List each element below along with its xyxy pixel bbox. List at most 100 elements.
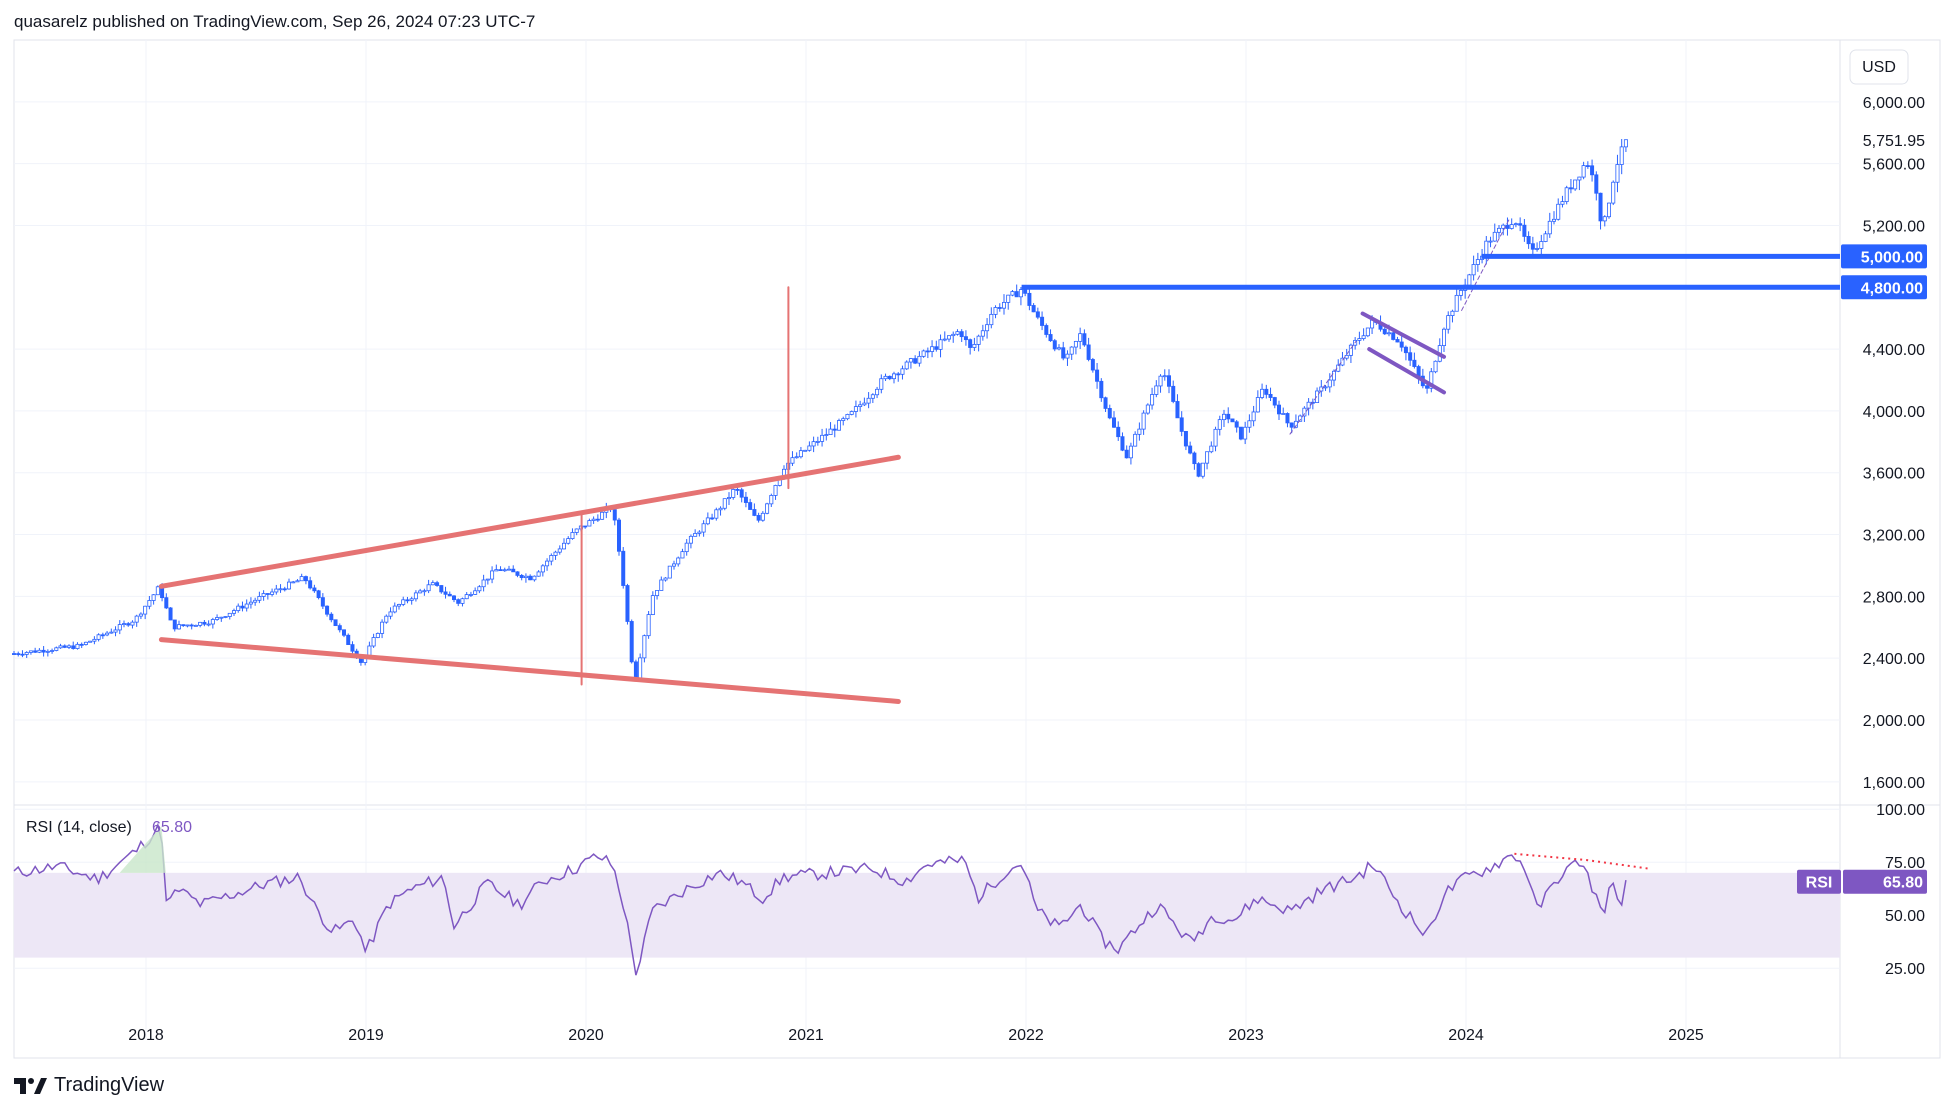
candle-body [921,350,926,357]
candle-body [989,313,994,326]
candle-body [473,590,478,595]
price-tick-label: 5,200.00 [1863,218,1925,235]
flag-channel-lower[interactable] [1367,347,1446,395]
candle-body [109,631,114,634]
candle-body [1611,181,1616,204]
candle-body [1513,223,1518,226]
candle-body [291,581,296,584]
rsi-bearish-divergence-line[interactable] [1514,852,1649,870]
candle-body [282,588,287,591]
candle-body [587,520,592,527]
candle-body [418,590,423,594]
candle-body [1006,294,1011,303]
candle-body [1277,404,1282,415]
candle-body [443,591,448,595]
candle-body [837,420,842,431]
candle-body [88,640,93,643]
candle-body [925,350,930,353]
candle-body [435,582,440,586]
candle-body [257,596,262,601]
rsi-axis[interactable]: 100.00 75.00 50.00 25.00 [1876,802,1925,978]
flag-channel-upper[interactable] [1360,311,1446,359]
wedge-upper-trendline[interactable] [158,454,901,589]
candle-body [1175,401,1180,419]
candle-body [1518,223,1523,226]
rsi-band [14,872,1840,958]
candle-body [760,512,765,521]
candle-body [1167,375,1172,387]
candle-body [1594,174,1599,194]
candle-body [1205,451,1210,464]
candle-body [790,457,795,464]
trend-dashed-line-1[interactable] [1289,340,1357,435]
time-axis[interactable]: 2018 2019 2020 2021 2022 2023 2024 2025 [128,1027,1704,1044]
candle-body [1615,164,1620,183]
candle-body [735,489,740,491]
candle-body [122,623,127,625]
candle-body [1099,380,1104,399]
candle-body [1442,328,1447,346]
candle-body [887,375,892,380]
price-axis[interactable]: 6,000.00 5,600.00 5,200.00 4,400.00 4,000.00… [1863,95,1925,792]
candle-body [752,509,757,516]
currency-button[interactable]: USD [1849,49,1909,85]
candle-body [1560,201,1565,205]
candle-body [456,599,461,604]
candle-body [1196,463,1201,477]
candle-body [1429,371,1434,389]
candle-body [193,624,198,627]
candle-body [20,653,25,656]
candle-body [701,523,706,533]
candle-body [1107,408,1112,419]
candle-body [1361,335,1366,340]
candle-body [1446,315,1451,330]
candle-body [540,565,545,573]
candle-body [849,411,854,415]
candle-body [1230,418,1235,423]
footer-brand[interactable]: TradingView [14,1074,164,1097]
candle-body [172,619,177,630]
candle-body [1298,415,1303,422]
rsi-legend[interactable]: RSI (14, close) 65.80 [26,819,192,836]
candle-body [502,569,507,572]
candle-body [1179,417,1184,432]
candle-body [549,555,554,562]
candle-body [401,599,406,605]
candle-body [240,605,245,609]
candle-body [591,518,596,521]
candle-body [67,645,72,648]
drawing-tools-layer[interactable] [158,217,1840,704]
candle-body [968,339,973,348]
candle-body [1141,412,1146,430]
candle-body [853,406,858,412]
candle-body [963,336,968,341]
candle-body [1585,165,1590,167]
time-tick-label: 2018 [128,1027,164,1044]
candle-body [1086,344,1091,360]
candle-body [1568,187,1573,190]
candle-body [176,624,181,630]
candle-body [892,373,897,380]
candle-body [1090,359,1095,371]
candle-body [528,575,533,581]
wedge-lower-trendline[interactable] [158,637,901,704]
candle-body [1095,369,1100,382]
candle-body [316,590,321,599]
candle-body [714,509,719,519]
rsi-tick-label: 100.00 [1876,802,1925,819]
candle-body [811,441,816,447]
candle-body [672,563,677,567]
candle-body [1226,413,1231,420]
candle-body [1069,346,1074,355]
candle-body [253,599,258,603]
candle-body [1391,332,1396,340]
candle-body [1471,264,1476,276]
candle-body [439,585,444,593]
candle-body [1289,422,1294,428]
trend-dashed-line-2[interactable] [1461,217,1511,311]
candle-body [519,575,524,579]
candle-body [320,597,325,607]
price-tick-label: 3,200.00 [1863,528,1925,545]
rsi-line [13,822,1627,976]
